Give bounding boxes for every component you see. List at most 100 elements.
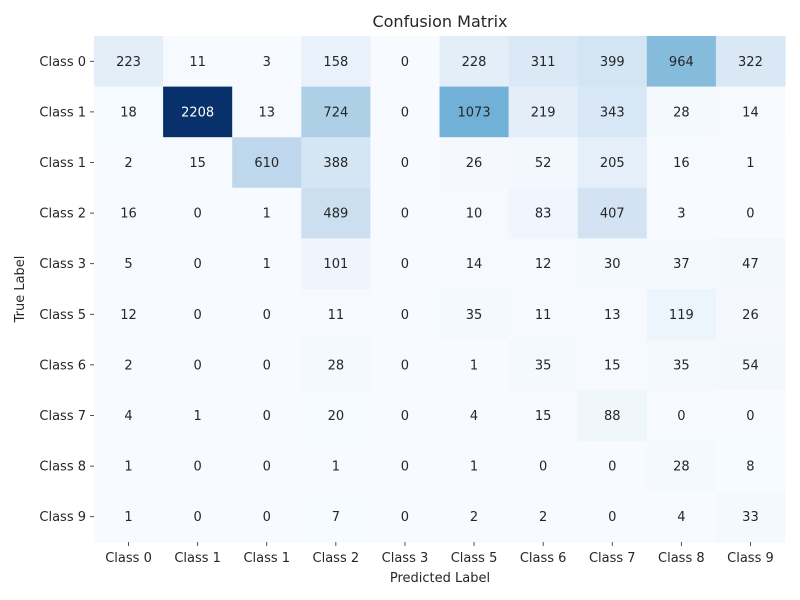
cell-value-label: 0: [746, 409, 754, 424]
cell-value-label: 399: [600, 55, 625, 70]
cell-value-label: 0: [194, 510, 202, 525]
heatmap-cell: [646, 390, 717, 442]
cell-value-label: 14: [742, 105, 759, 120]
heatmap-cell: [508, 491, 579, 543]
heatmap-cell: [439, 440, 510, 492]
cell-value-label: 13: [258, 105, 275, 120]
heatmap-cell: [646, 289, 717, 341]
cell-value-label: 4: [124, 409, 132, 424]
cell-value-label: 0: [401, 156, 409, 171]
cell-value-label: 12: [535, 257, 552, 272]
heatmap-cell: [301, 137, 371, 189]
cell-value-label: 37: [673, 257, 690, 272]
x-tick-label: Class 6: [520, 551, 567, 566]
cell-value-label: 10: [466, 207, 483, 222]
heatmap-cell: [577, 390, 648, 442]
cell-value-label: 0: [263, 308, 271, 323]
cell-value-label: 0: [194, 358, 202, 373]
heatmap-cell: [163, 491, 233, 543]
cell-value-label: 1: [746, 156, 754, 171]
y-tick-label: Class 0: [39, 55, 86, 70]
heatmap-cell: [232, 491, 302, 543]
heatmap-cell: [232, 238, 302, 290]
cell-value-label: 0: [263, 510, 271, 525]
cell-value-label: 13: [604, 308, 621, 323]
heatmap-cell: [301, 187, 371, 239]
heatmap-cell: [508, 137, 579, 189]
heatmap-cell: [301, 339, 371, 391]
cell-value-label: 0: [263, 409, 271, 424]
heatmap-cell: [163, 440, 233, 492]
cell-value-label: 1: [263, 257, 271, 272]
cell-value-label: 20: [328, 409, 345, 424]
heatmap-cell: [94, 289, 164, 341]
cell-value-label: 5: [124, 257, 132, 272]
heatmap-cell: [370, 187, 441, 239]
heatmap-cell: [370, 390, 441, 442]
heatmap-cell: [439, 86, 510, 138]
heatmap-cell: [715, 491, 786, 543]
heatmap-cell: [439, 187, 510, 239]
cell-value-label: 11: [328, 308, 345, 323]
cell-value-label: 228: [462, 55, 487, 70]
heatmap-cell: [508, 339, 579, 391]
heatmap-cell: [439, 390, 510, 442]
cell-value-label: 964: [669, 55, 694, 70]
heatmap-cell: [370, 36, 441, 88]
cell-value-label: 0: [263, 460, 271, 475]
cell-value-label: 0: [401, 409, 409, 424]
y-tick-label: Class 5: [39, 308, 86, 323]
heatmap-cell: [163, 86, 233, 138]
heatmap-cell: [301, 86, 371, 138]
cell-value-label: 0: [263, 358, 271, 373]
cell-value-label: 15: [604, 358, 621, 373]
cell-value-label: 0: [746, 207, 754, 222]
heatmap-cell: [370, 86, 441, 138]
heatmap-cell: [232, 339, 302, 391]
cell-value-label: 0: [401, 105, 409, 120]
heatmap-cell: [577, 491, 648, 543]
cell-value-label: 52: [535, 156, 552, 171]
heatmap-cell: [232, 390, 302, 442]
cell-value-label: 0: [401, 257, 409, 272]
heatmap-cell: [715, 86, 786, 138]
cell-value-label: 0: [194, 207, 202, 222]
cell-value-label: 15: [189, 156, 206, 171]
heatmap-cell: [646, 491, 717, 543]
heatmap-cell: [577, 86, 648, 138]
cell-value-label: 1: [263, 207, 271, 222]
heatmap-cell: [646, 36, 717, 88]
cell-value-label: 28: [328, 358, 345, 373]
cell-value-label: 1: [124, 510, 132, 525]
cell-value-label: 724: [323, 105, 348, 120]
heatmap-cell: [94, 390, 164, 442]
heatmap-cell: [508, 238, 579, 290]
cell-value-label: 2208: [181, 105, 214, 120]
cell-value-label: 35: [535, 358, 552, 373]
cell-value-label: 15: [535, 409, 552, 424]
cell-value-label: 11: [189, 55, 206, 70]
heatmap-cell: [439, 137, 510, 189]
heatmap-cell: [94, 187, 164, 239]
heatmap-cell: [715, 36, 786, 88]
cell-value-label: 28: [673, 460, 690, 475]
heatmap-cell: [370, 440, 441, 492]
cell-value-label: 158: [323, 55, 348, 70]
cell-value-label: 101: [323, 257, 348, 272]
cell-value-label: 0: [401, 308, 409, 323]
cell-value-label: 0: [401, 510, 409, 525]
chart-title: Confusion Matrix: [372, 12, 507, 31]
x-axis-label: Predicted Label: [390, 571, 490, 586]
heatmap-cell: [715, 137, 786, 189]
cell-value-label: 2: [124, 156, 132, 171]
cell-value-label: 0: [677, 409, 685, 424]
y-tick-label: Class 8: [39, 460, 86, 475]
heatmap-cell: [301, 36, 371, 88]
heatmap-cell: [163, 289, 233, 341]
cell-value-label: 223: [116, 55, 141, 70]
cell-value-label: 3: [263, 55, 271, 70]
cell-value-label: 1: [470, 460, 478, 475]
cell-value-label: 0: [608, 510, 616, 525]
x-tick-label: Class 0: [105, 551, 152, 566]
